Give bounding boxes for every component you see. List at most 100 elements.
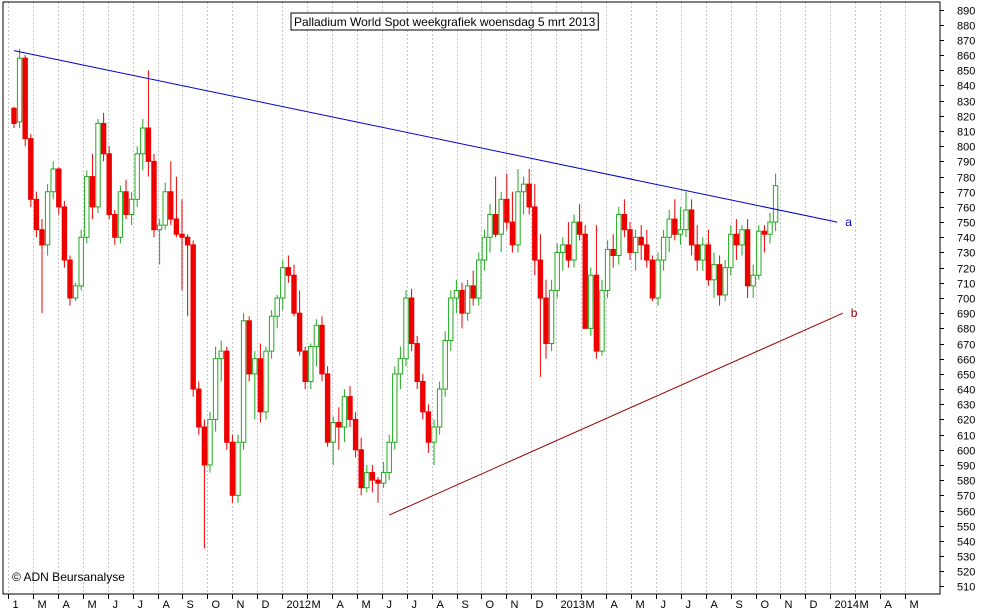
y-tick-label: 890 [957, 6, 975, 18]
x-tick-label: 2014 [835, 599, 859, 610]
chart-title: Palladium World Spot weekgrafiek woensda… [294, 15, 596, 29]
candle-body [369, 472, 376, 481]
candle-body [604, 248, 611, 291]
candle-body [700, 244, 706, 261]
trendline-label-a: a [845, 215, 852, 229]
candle-body [767, 221, 773, 235]
candle-body [28, 138, 34, 200]
candle-body [470, 285, 476, 299]
x-tick-label: N [785, 599, 793, 610]
candle-body [403, 297, 409, 360]
y-tick-label: 730 [957, 248, 975, 260]
y-tick-label: 530 [957, 552, 975, 564]
candle-body [168, 191, 174, 220]
y-tick-label: 710 [957, 279, 975, 291]
candle-body [308, 346, 314, 382]
candle-body [537, 259, 544, 299]
y-tick-label: 520 [957, 567, 975, 579]
y-tick-label: 870 [957, 36, 975, 48]
x-tick-label: O [761, 599, 770, 610]
y-tick-label: 740 [957, 233, 975, 245]
candle-body [324, 373, 331, 443]
candle-body [341, 396, 348, 428]
candle-body [285, 267, 292, 276]
candle-body [280, 267, 286, 299]
candle-body [392, 373, 398, 443]
y-tick-label: 800 [957, 142, 975, 154]
candle-body [296, 312, 303, 352]
x-tick-label: D [536, 599, 544, 610]
candle-body [638, 236, 644, 246]
x-tick-label: J [387, 599, 393, 610]
candle-body [319, 324, 325, 375]
chart-credit: © ADN Beursanalyse [12, 570, 125, 584]
candle-body [543, 297, 549, 345]
candle-body [571, 221, 577, 261]
candle-body [162, 191, 168, 226]
y-tick-label: 720 [957, 264, 975, 276]
trendline-label-b: b [851, 306, 858, 320]
candle-body [576, 221, 583, 235]
y-tick-label: 630 [957, 400, 975, 412]
candle-body [492, 214, 499, 235]
candle-body [72, 285, 79, 299]
candle-body [498, 198, 504, 235]
candle-body [728, 233, 734, 269]
candle-body [649, 259, 656, 299]
candle-body [582, 233, 588, 329]
candle-body [380, 472, 387, 484]
candle-body [476, 259, 482, 299]
candle-body [229, 441, 236, 496]
candle-body [520, 183, 527, 193]
title-box [290, 12, 599, 31]
candle-body [694, 244, 700, 261]
candle-body [173, 218, 180, 235]
candle-body [78, 236, 84, 287]
x-tick-label: 1 [13, 599, 19, 610]
candle-body [408, 297, 415, 345]
y-tick-label: 860 [957, 51, 975, 63]
x-tick-label: M [88, 599, 97, 610]
y-tick-label: 820 [957, 112, 975, 124]
trendline-b [388, 312, 844, 516]
y-tick-label: 690 [957, 309, 975, 321]
candle-body [548, 289, 555, 345]
candle-body [627, 229, 633, 253]
x-tick-label: A [337, 599, 345, 610]
y-tick-label: 670 [957, 340, 975, 352]
y-tick-label: 750 [957, 218, 975, 230]
candle-body [246, 320, 252, 375]
candle-body [22, 57, 28, 140]
candle-body [44, 191, 51, 246]
candle-body [364, 472, 370, 489]
candle-body [358, 449, 364, 489]
y-tick-label: 660 [957, 355, 975, 367]
candle-body [756, 230, 762, 276]
x-tick-label: D [262, 599, 270, 610]
x-tick-label: D [810, 599, 818, 610]
candle-body [336, 421, 342, 428]
x-tick-label: A [711, 599, 719, 610]
x-tick-label: J [412, 599, 418, 610]
candle-body [560, 244, 566, 253]
candle-body [504, 198, 510, 223]
candle-body [313, 324, 320, 348]
candle-body [263, 350, 269, 413]
candle-body [240, 320, 247, 443]
candle-body [112, 214, 118, 238]
candle-body [291, 274, 297, 314]
x-tick-label: J [686, 599, 692, 610]
candle-body [207, 418, 213, 466]
candle-body [252, 358, 258, 375]
x-tick-label: 2013 [561, 599, 585, 610]
x-tick-label: M [38, 599, 47, 610]
candle-body [397, 358, 404, 375]
candle-body [711, 264, 717, 281]
candle-body [145, 127, 152, 162]
x-tick-label: M [312, 599, 321, 610]
x-tick-label: O [212, 599, 221, 610]
candle-body [39, 229, 45, 246]
candle-body [218, 350, 224, 360]
candle-body [352, 418, 359, 451]
y-tick-label: 600 [957, 446, 975, 458]
